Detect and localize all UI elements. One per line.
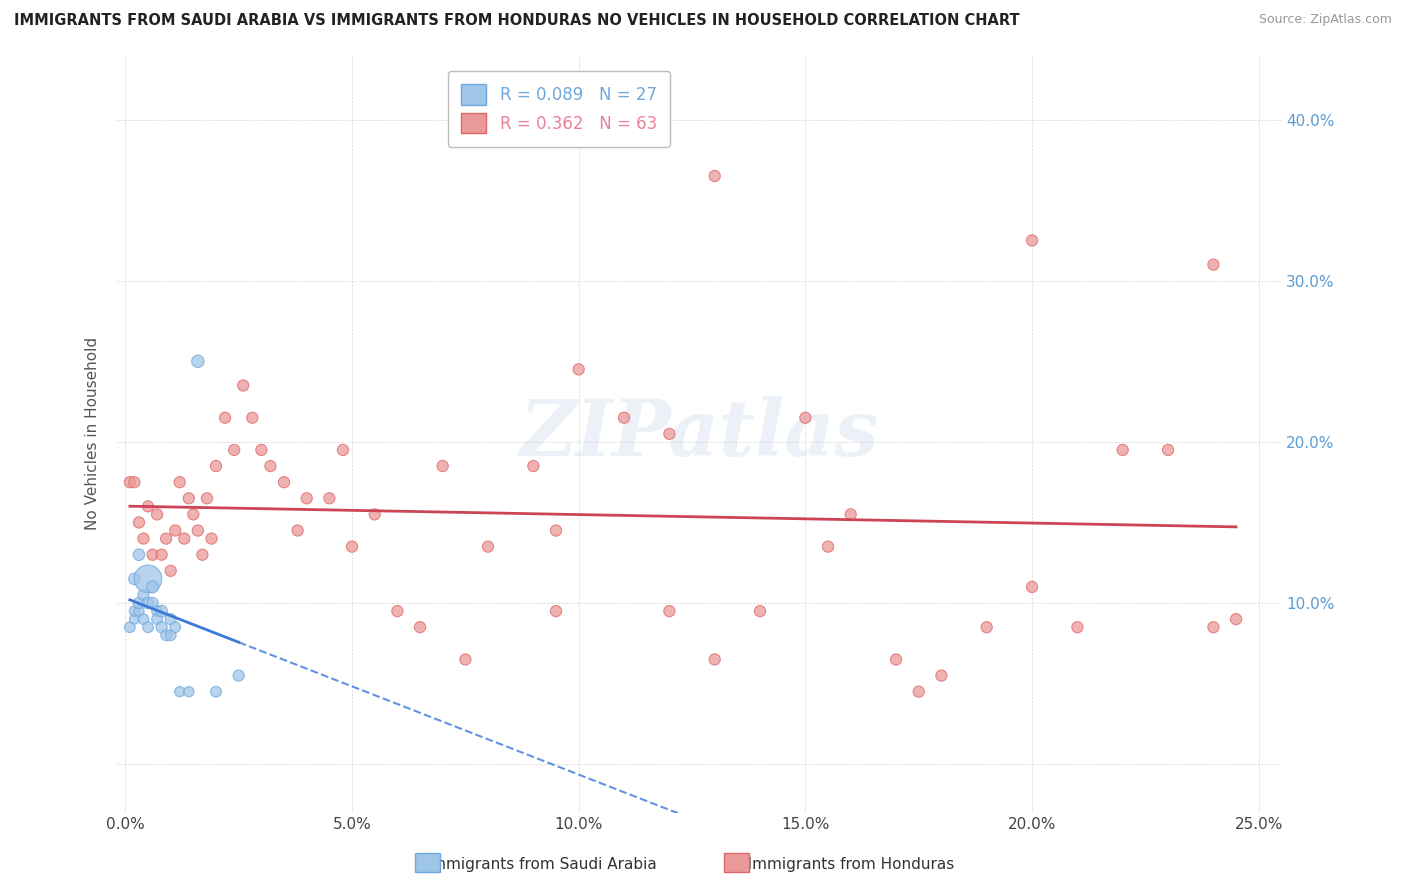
Point bbox=[1202, 620, 1225, 634]
Point bbox=[159, 564, 181, 578]
Point bbox=[141, 548, 163, 562]
Point bbox=[544, 604, 567, 618]
Point bbox=[907, 684, 929, 698]
Point bbox=[132, 612, 155, 626]
Point bbox=[817, 540, 839, 554]
Point bbox=[703, 652, 725, 666]
Point bbox=[1112, 442, 1135, 457]
Point bbox=[205, 684, 228, 698]
Point bbox=[703, 169, 725, 183]
Point bbox=[128, 516, 150, 530]
Point bbox=[205, 458, 228, 473]
Point bbox=[169, 475, 191, 490]
Point bbox=[1202, 258, 1225, 272]
Point bbox=[884, 652, 907, 666]
Point bbox=[387, 604, 409, 618]
Point bbox=[187, 524, 209, 538]
Point bbox=[146, 508, 169, 522]
Point bbox=[749, 604, 772, 618]
Point bbox=[332, 442, 354, 457]
Point bbox=[150, 548, 173, 562]
Legend: R = 0.089   N = 27, R = 0.362   N = 63: R = 0.089 N = 27, R = 0.362 N = 63 bbox=[449, 71, 671, 146]
Point bbox=[128, 548, 150, 562]
Point bbox=[409, 620, 432, 634]
Point bbox=[136, 620, 159, 634]
Point bbox=[432, 458, 454, 473]
Point bbox=[318, 491, 340, 506]
Point bbox=[124, 612, 146, 626]
Point bbox=[132, 532, 155, 546]
Point bbox=[794, 410, 817, 425]
Point bbox=[477, 540, 499, 554]
Text: ZIPatlas: ZIPatlas bbox=[519, 395, 879, 472]
Point bbox=[159, 628, 181, 642]
Point bbox=[240, 410, 263, 425]
Point bbox=[132, 588, 155, 602]
Point bbox=[124, 475, 146, 490]
Point bbox=[128, 596, 150, 610]
Point bbox=[136, 572, 159, 586]
Point bbox=[165, 620, 187, 634]
Point bbox=[295, 491, 318, 506]
Point bbox=[150, 620, 173, 634]
Point bbox=[224, 442, 246, 457]
Point bbox=[146, 604, 169, 618]
Point bbox=[1157, 442, 1180, 457]
Point bbox=[118, 620, 141, 634]
Point bbox=[544, 524, 567, 538]
Text: Immigrants from Honduras: Immigrants from Honduras bbox=[733, 857, 955, 872]
Point bbox=[141, 580, 163, 594]
Point bbox=[976, 620, 998, 634]
Point bbox=[146, 612, 169, 626]
Point bbox=[250, 442, 273, 457]
Point bbox=[150, 604, 173, 618]
Text: IMMIGRANTS FROM SAUDI ARABIA VS IMMIGRANTS FROM HONDURAS NO VEHICLES IN HOUSEHOL: IMMIGRANTS FROM SAUDI ARABIA VS IMMIGRAN… bbox=[14, 13, 1019, 29]
Point bbox=[128, 604, 150, 618]
Point bbox=[1021, 580, 1043, 594]
Point bbox=[287, 524, 309, 538]
Point bbox=[340, 540, 363, 554]
Point bbox=[136, 596, 159, 610]
Point bbox=[363, 508, 385, 522]
Point bbox=[1225, 612, 1247, 626]
Point bbox=[155, 532, 177, 546]
Point bbox=[173, 532, 195, 546]
Point bbox=[232, 378, 254, 392]
Point bbox=[159, 612, 181, 626]
Point bbox=[118, 475, 141, 490]
Point bbox=[839, 508, 862, 522]
Point bbox=[124, 604, 146, 618]
Point bbox=[214, 410, 236, 425]
Point bbox=[259, 458, 281, 473]
Point bbox=[454, 652, 477, 666]
Point bbox=[177, 491, 200, 506]
Point bbox=[136, 500, 159, 514]
Point bbox=[658, 426, 681, 441]
Point bbox=[1021, 234, 1043, 248]
Point bbox=[165, 524, 187, 538]
Point bbox=[191, 548, 214, 562]
Point bbox=[124, 572, 146, 586]
Point bbox=[613, 410, 636, 425]
Point bbox=[177, 684, 200, 698]
Point bbox=[195, 491, 218, 506]
Point bbox=[273, 475, 295, 490]
Point bbox=[141, 596, 163, 610]
Text: Source: ZipAtlas.com: Source: ZipAtlas.com bbox=[1258, 13, 1392, 27]
Text: Immigrants from Saudi Arabia: Immigrants from Saudi Arabia bbox=[412, 857, 657, 872]
Point bbox=[200, 532, 222, 546]
Point bbox=[658, 604, 681, 618]
Point bbox=[169, 684, 191, 698]
Point bbox=[522, 458, 544, 473]
Point bbox=[155, 628, 177, 642]
Y-axis label: No Vehicles in Household: No Vehicles in Household bbox=[86, 337, 100, 531]
Point bbox=[183, 508, 205, 522]
Point bbox=[568, 362, 591, 376]
Point bbox=[931, 668, 953, 682]
Point bbox=[228, 668, 250, 682]
Point bbox=[187, 354, 209, 368]
Point bbox=[1066, 620, 1088, 634]
